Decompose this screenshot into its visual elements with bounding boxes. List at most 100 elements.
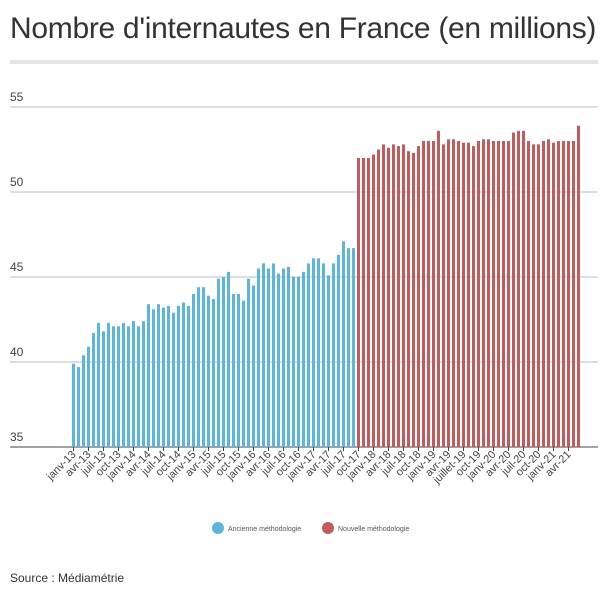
bar-ancienne: [162, 307, 165, 447]
y-tick-label: 50: [10, 175, 24, 189]
legend: Ancienne méthodologie Nouvelle méthodolog…: [212, 522, 409, 534]
bar-nouvelle: [567, 141, 570, 447]
y-tick-label: 35: [10, 430, 24, 444]
bar-nouvelle: [427, 141, 430, 447]
title-divider: [10, 60, 598, 64]
bar-ancienne: [342, 241, 345, 447]
bar-ancienne: [197, 287, 200, 447]
bar-nouvelle: [457, 141, 460, 447]
bar-ancienne: [262, 263, 265, 447]
bar-nouvelle: [472, 146, 475, 447]
bar-nouvelle: [452, 139, 455, 448]
bar-nouvelle: [487, 139, 490, 448]
bar-ancienne: [312, 258, 315, 447]
bar-ancienne: [92, 333, 95, 447]
bar-ancienne: [302, 271, 305, 447]
bar-nouvelle: [447, 139, 450, 448]
bar-ancienne: [77, 367, 80, 447]
bar-nouvelle: [562, 141, 565, 447]
legend-label: Ancienne méthodologie: [228, 526, 301, 533]
bar-ancienne: [272, 263, 275, 447]
bar-ancienne: [297, 277, 300, 447]
bar-nouvelle: [537, 144, 540, 447]
bar-ancienne: [352, 248, 355, 447]
bar-ancienne: [252, 285, 255, 447]
bar-nouvelle: [417, 146, 420, 447]
bar-ancienne: [142, 321, 145, 447]
bar-nouvelle: [462, 142, 465, 447]
bar-nouvelle: [392, 144, 395, 447]
bar-ancienne: [207, 295, 210, 447]
bar-chart: 35 40 45 50 55 janv-13avr-13juil-13oct-13jan…: [10, 90, 598, 534]
bar-ancienne: [87, 346, 90, 447]
bar-nouvelle: [477, 141, 480, 447]
bar-ancienne: [242, 300, 245, 447]
bar-ancienne: [172, 312, 175, 447]
bar-nouvelle: [527, 141, 530, 447]
bar-ancienne: [127, 326, 130, 447]
bar-nouvelle: [497, 141, 500, 447]
bar-ancienne: [317, 258, 320, 447]
chart-title: Nombre d'internautes en France (en milli…: [10, 12, 597, 45]
bar-ancienne: [337, 254, 340, 447]
bar-nouvelle: [577, 125, 580, 447]
bar-ancienne: [237, 294, 240, 447]
bar-ancienne: [122, 322, 125, 447]
bar-ancienne: [82, 355, 85, 447]
bar-ancienne: [107, 322, 110, 447]
bar-nouvelle: [482, 139, 485, 448]
bar-ancienne: [152, 309, 155, 447]
y-tick-label: 55: [10, 90, 24, 104]
bar-nouvelle: [552, 142, 555, 447]
bar-ancienne: [327, 275, 330, 447]
bar-ancienne: [332, 263, 335, 447]
bar-ancienne: [267, 268, 270, 447]
bar-ancienne: [192, 294, 195, 447]
bar-ancienne: [182, 302, 185, 447]
bar-nouvelle: [362, 158, 365, 447]
bar-ancienne: [232, 294, 235, 447]
bar-nouvelle: [522, 130, 525, 448]
bar-ancienne: [307, 263, 310, 447]
bar-ancienne: [187, 305, 190, 447]
bar-nouvelle: [467, 142, 470, 447]
y-axis: 35 40 45 50 55: [10, 90, 24, 444]
bar-ancienne: [322, 263, 325, 447]
legend-swatch: [322, 522, 334, 534]
bar-ancienne: [132, 321, 135, 447]
bar-ancienne: [227, 271, 230, 447]
bar-nouvelle: [372, 154, 375, 447]
bar-ancienne: [347, 248, 350, 447]
x-axis: janv-13avr-13juil-13oct-13janv-14avr-14j…: [44, 447, 574, 487]
bar-nouvelle: [422, 141, 425, 447]
bar-nouvelle: [542, 141, 545, 447]
bar-ancienne: [277, 273, 280, 447]
bar-nouvelle: [442, 144, 445, 447]
bar-ancienne: [167, 305, 170, 447]
bar-ancienne: [222, 277, 225, 447]
bar-ancienne: [117, 326, 120, 447]
bar-nouvelle: [432, 141, 435, 447]
legend-label: Nouvelle méthodologie: [338, 526, 409, 533]
bar-ancienne: [292, 277, 295, 447]
bar-ancienne: [102, 331, 105, 447]
bar-nouvelle: [357, 158, 360, 447]
bar-ancienne: [287, 266, 290, 447]
bar-ancienne: [217, 278, 220, 447]
bar-nouvelle: [382, 144, 385, 447]
bar-ancienne: [257, 268, 260, 447]
bar-ancienne: [247, 278, 250, 447]
bar-ancienne: [72, 363, 75, 447]
bar-nouvelle: [502, 141, 505, 447]
legend-swatch: [212, 522, 224, 534]
bar-nouvelle: [507, 141, 510, 447]
bar-ancienne: [157, 304, 160, 447]
bar-nouvelle: [377, 149, 380, 447]
bar-nouvelle: [367, 158, 370, 447]
source-note: Source : Médiamétrie: [10, 571, 125, 585]
bar-nouvelle: [512, 132, 515, 447]
bar-ancienne: [97, 322, 100, 447]
bar-nouvelle: [547, 139, 550, 448]
bar-nouvelle: [572, 141, 575, 447]
bar-ancienne: [282, 268, 285, 447]
